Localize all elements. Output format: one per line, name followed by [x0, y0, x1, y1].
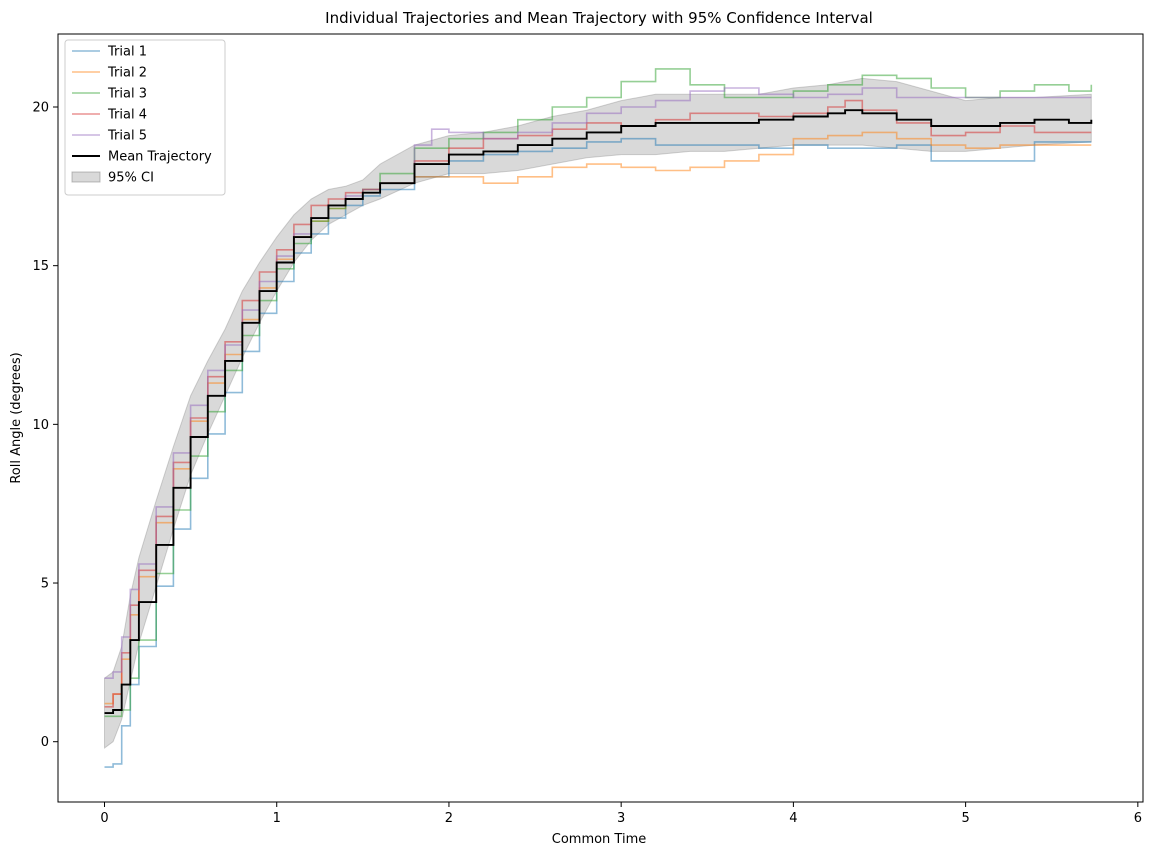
series-line-trial-2 — [104, 131, 1092, 705]
legend-label: Mean Trajectory — [108, 150, 212, 165]
x-tick-label: 6 — [1134, 811, 1142, 826]
ci-band — [104, 77, 1092, 749]
legend-swatch — [71, 171, 101, 183]
series-line-trial-5 — [104, 87, 1092, 679]
legend-box — [64, 39, 226, 196]
y-tick-label: 5 — [41, 577, 49, 592]
x-tick-label: 4 — [789, 811, 797, 826]
ci-band-layer — [104, 77, 1092, 749]
lines-layer — [104, 68, 1093, 768]
series-line-mean-trajectory — [104, 109, 1093, 715]
x-tick-label: 5 — [961, 811, 969, 826]
x-tick-label: 2 — [445, 811, 453, 826]
y-axis: 0 5 10 15 20 — [32, 100, 58, 750]
x-tick-label: 3 — [617, 811, 625, 826]
y-tick-label: 15 — [32, 259, 49, 274]
y-tick-label: 20 — [32, 100, 49, 115]
legend: Trial 1 Trial 2 Trial 3 Trial 4 Trial 5 Mean … — [64, 39, 226, 196]
x-tick-label: 1 — [273, 811, 281, 826]
y-tick-label: 0 — [41, 735, 49, 750]
legend-label: Trial 5 — [107, 129, 147, 144]
chart-title: Individual Trajectories and Mean Traject… — [325, 9, 873, 27]
y-tick-label: 10 — [32, 418, 49, 433]
legend-label: Trial 1 — [107, 45, 147, 60]
y-axis-label: Roll Angle (degrees) — [9, 352, 24, 483]
series-line-trial-4 — [104, 99, 1092, 708]
legend-label: Trial 4 — [107, 108, 147, 123]
series-line-trial-1 — [104, 137, 1092, 768]
series-line-trial-3 — [104, 68, 1093, 718]
x-axis-label: Common Time — [552, 832, 647, 847]
x-axis: 0 1 2 3 4 5 6 — [100, 802, 1142, 826]
plot-frame — [57, 33, 1144, 803]
x-tick-label: 0 — [100, 811, 108, 826]
legend-label: 95% CI — [108, 171, 154, 186]
legend-label: Trial 2 — [107, 66, 147, 81]
legend-label: Trial 3 — [107, 87, 147, 102]
